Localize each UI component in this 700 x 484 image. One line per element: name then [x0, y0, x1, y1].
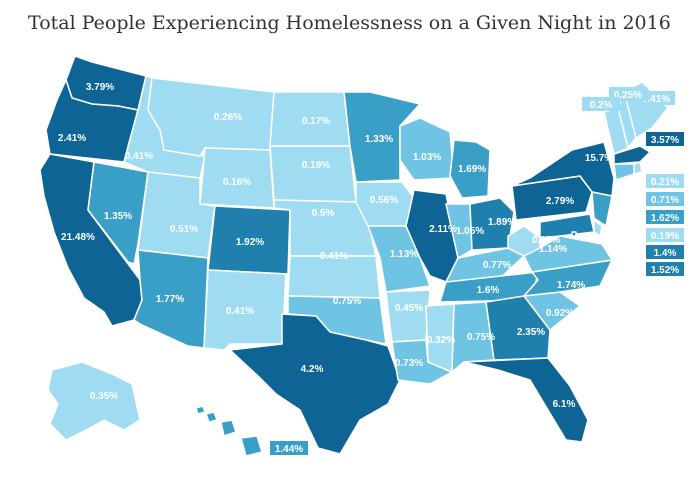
state-value-label: 1.52%: [651, 265, 679, 276]
state-wi[interactable]: [399, 117, 455, 181]
state-md[interactable]: [539, 213, 595, 239]
state-value-label: 2.79%: [546, 196, 574, 207]
state-value-label: 0.51%: [170, 224, 198, 235]
state-va[interactable]: [507, 235, 613, 273]
state-value-label: 0.41%: [125, 151, 153, 162]
state-ri[interactable]: [633, 161, 643, 175]
state-value-label: 0.26%: [214, 112, 242, 123]
label-box-nj: [646, 210, 684, 224]
state-co[interactable]: [207, 205, 291, 275]
state-value-label: 0.77%: [483, 260, 511, 271]
state-value-label: 0.25%: [614, 90, 642, 101]
state-value-label: 1.69%: [458, 164, 486, 175]
label-box-ma: [646, 132, 684, 146]
state-ct[interactable]: [613, 163, 635, 181]
state-value-label: 1.74%: [557, 280, 585, 291]
state-value-label: 15.7%: [585, 153, 613, 164]
label-box-ct: [646, 192, 684, 206]
state-value-label: 6.1%: [553, 399, 576, 410]
state-value-label: 0.75%: [333, 296, 361, 307]
state-value-label: 1.44%: [275, 444, 303, 455]
state-value-label: 0.41%: [320, 251, 348, 262]
state-ak[interactable]: [47, 361, 141, 441]
state-value-label: 0.2%: [590, 100, 613, 111]
state-value-label: 1.03%: [413, 152, 441, 163]
state-value-label: 1.13%: [390, 249, 418, 260]
state-value-label: 1.35%: [104, 211, 132, 222]
state-ma[interactable]: [613, 145, 651, 165]
state-value-label: 1.33%: [365, 134, 393, 145]
state-value-label: 0.71%: [651, 195, 679, 206]
state-value-label: 1.6%: [477, 285, 500, 296]
state-value-label: 0.56%: [370, 195, 398, 206]
state-value-label: 0.92%: [546, 308, 574, 319]
state-sd[interactable]: [269, 145, 357, 203]
state-value-label: 0.16%: [223, 177, 251, 188]
state-ar[interactable]: [385, 289, 431, 343]
state-value-label: 0.73%: [395, 358, 423, 369]
state-ky[interactable]: [445, 247, 525, 283]
state-value-label: 0.41%: [642, 94, 670, 105]
state-value-label: 0.5%: [312, 208, 335, 219]
state-tx[interactable]: [229, 313, 401, 455]
state-value-label: 1.14%: [539, 244, 567, 255]
label-box-hi: [270, 441, 308, 455]
state-nm[interactable]: [203, 269, 287, 351]
state-value-label: 2.41%: [58, 133, 86, 144]
state-value-label: 0.21%: [651, 177, 679, 188]
state-value-label: 1.4%: [654, 248, 677, 259]
state-value-label: 4.2%: [301, 364, 324, 375]
state-mt[interactable]: [147, 77, 275, 157]
state-value-label: 0.75%: [467, 332, 495, 343]
state-value-label: 1.77%: [156, 294, 184, 305]
label-box-ri: [646, 174, 684, 188]
state-wv[interactable]: [507, 225, 541, 257]
state-ga[interactable]: [485, 295, 551, 361]
state-value-label: 1.05%: [456, 226, 484, 237]
state-value-label: 0.19%: [651, 231, 679, 242]
state-value-label: 0.19%: [302, 160, 330, 171]
state-oh[interactable]: [469, 197, 515, 251]
state-hi[interactable]: [195, 405, 263, 457]
state-value-label: 0.25%: [532, 235, 560, 246]
label-box-vt: [582, 97, 620, 111]
state-nj[interactable]: [591, 191, 613, 227]
state-value-label: 21.48%: [61, 232, 95, 243]
state-de[interactable]: [593, 219, 603, 237]
state-value-label: 3.57%: [651, 135, 679, 146]
label-box-dc: [646, 262, 684, 276]
state-dc[interactable]: [571, 231, 577, 237]
state-ks[interactable]: [287, 255, 381, 299]
state-value-label: 2.35%: [517, 327, 545, 338]
state-value-label: 0.45%: [395, 303, 423, 314]
state-value-label: 0.41%: [226, 306, 254, 317]
state-value-label: 3.79%: [86, 82, 114, 93]
state-value-label: 2.11%: [429, 224, 457, 235]
state-fl[interactable]: [463, 357, 589, 443]
map-title: Total People Experiencing Homelessness o…: [28, 12, 671, 34]
state-value-label: 0.32%: [427, 335, 455, 346]
label-box-md: [646, 245, 684, 259]
state-value-label: 0.35%: [90, 391, 118, 402]
state-value-label: 1.89%: [488, 217, 516, 228]
state-value-label: 1.92%: [236, 237, 264, 248]
state-value-label: 0.17%: [302, 116, 330, 127]
state-mi[interactable]: [449, 139, 491, 199]
label-box-de: [646, 228, 684, 242]
state-value-label: 1.62%: [651, 213, 679, 224]
